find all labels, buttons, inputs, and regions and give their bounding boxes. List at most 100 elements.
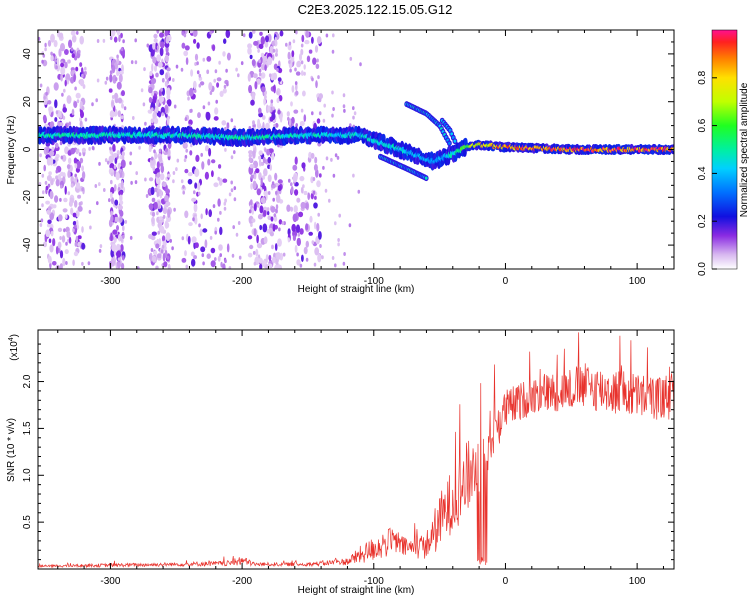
noise-point xyxy=(115,171,120,181)
noise-point xyxy=(337,242,340,247)
noise-point xyxy=(172,171,176,175)
noise-point xyxy=(150,248,154,252)
noise-point xyxy=(270,183,276,189)
noise-point xyxy=(292,213,298,223)
noise-point xyxy=(162,214,166,219)
noise-point xyxy=(253,228,257,237)
noise-point xyxy=(190,108,193,113)
noise-point xyxy=(64,79,67,87)
noise-point xyxy=(276,90,279,95)
noise-point xyxy=(258,59,261,64)
noise-point xyxy=(299,120,305,127)
noise-point xyxy=(264,94,267,100)
noise-point xyxy=(348,223,352,228)
noise-point xyxy=(288,41,292,46)
noise-point xyxy=(296,237,301,247)
noise-point xyxy=(287,51,291,60)
noise-point xyxy=(77,241,81,247)
noise-point xyxy=(56,58,60,66)
noise-point xyxy=(256,234,259,244)
noise-point xyxy=(258,72,262,77)
noise-point xyxy=(79,78,85,87)
noise-point xyxy=(184,250,187,257)
noise-point xyxy=(210,260,216,268)
noise-point xyxy=(140,88,144,93)
noise-point xyxy=(59,236,62,240)
noise-point xyxy=(114,92,118,100)
noise-point xyxy=(150,77,157,85)
noise-point xyxy=(217,255,221,262)
y-tick-label: -20 xyxy=(22,190,33,205)
branch-point xyxy=(448,128,452,132)
noise-point xyxy=(113,165,117,169)
noise-point xyxy=(274,243,278,251)
noise-point xyxy=(252,120,255,125)
noise-point xyxy=(209,30,212,35)
noise-point xyxy=(59,197,62,202)
noise-point xyxy=(63,228,66,233)
noise-point xyxy=(196,70,200,75)
noise-point xyxy=(66,79,70,85)
noise-point xyxy=(254,81,258,90)
noise-point xyxy=(62,115,66,120)
noise-point xyxy=(72,228,75,233)
noise-point xyxy=(305,257,309,262)
noise-point xyxy=(70,147,76,155)
noise-point xyxy=(265,35,269,43)
noise-point xyxy=(208,147,212,157)
spectrogram-scatter xyxy=(38,30,362,269)
noise-point xyxy=(84,66,87,71)
noise-point xyxy=(301,34,305,43)
noise-point xyxy=(153,250,158,256)
noise-point xyxy=(79,62,83,67)
noise-point xyxy=(159,47,164,57)
noise-point xyxy=(314,247,320,256)
noise-point xyxy=(165,201,171,207)
noise-point xyxy=(164,30,169,37)
noise-point xyxy=(321,255,324,260)
noise-point xyxy=(263,168,268,177)
snr-frame xyxy=(37,329,675,570)
snr-y-axis: 0.5 1.0 1.5 2.0 xyxy=(22,343,674,561)
noise-point xyxy=(166,67,171,72)
noise-point xyxy=(233,150,236,155)
noise-point xyxy=(116,30,121,36)
noise-point xyxy=(55,65,58,70)
noise-point xyxy=(72,259,75,266)
snr-y-scale-close: ) xyxy=(9,334,20,337)
noise-point xyxy=(53,40,58,48)
noise-point xyxy=(151,216,155,224)
noise-point xyxy=(44,100,48,105)
noise-point xyxy=(357,189,361,194)
noise-point xyxy=(129,151,133,156)
noise-point xyxy=(98,182,101,187)
spectrogram-y-label: Frequency (Hz) xyxy=(6,116,17,185)
noise-point xyxy=(261,86,266,93)
noise-point xyxy=(359,62,362,67)
noise-point xyxy=(219,90,224,97)
noise-point xyxy=(260,36,265,45)
noise-point xyxy=(267,211,270,216)
noise-point xyxy=(53,82,59,91)
noise-point xyxy=(240,61,244,66)
noise-point xyxy=(45,91,48,96)
noise-point xyxy=(75,210,80,218)
noise-point xyxy=(332,107,335,111)
noise-point xyxy=(223,201,227,206)
noise-point xyxy=(251,218,256,223)
noise-point xyxy=(148,97,153,103)
noise-point xyxy=(219,253,222,258)
noise-point xyxy=(300,70,304,76)
noise-point xyxy=(264,40,269,48)
noise-point xyxy=(197,191,201,196)
noise-point xyxy=(135,171,138,176)
noise-point xyxy=(301,162,306,169)
noise-point xyxy=(278,227,281,232)
noise-point xyxy=(68,157,72,164)
noise-point xyxy=(163,183,166,187)
noise-point xyxy=(63,197,68,203)
colorbar-ticks: 0.0 0.2 0.4 0.6 0.8 xyxy=(697,70,717,276)
noise-point xyxy=(199,81,205,86)
noise-point xyxy=(117,261,121,269)
noise-point xyxy=(300,186,304,194)
